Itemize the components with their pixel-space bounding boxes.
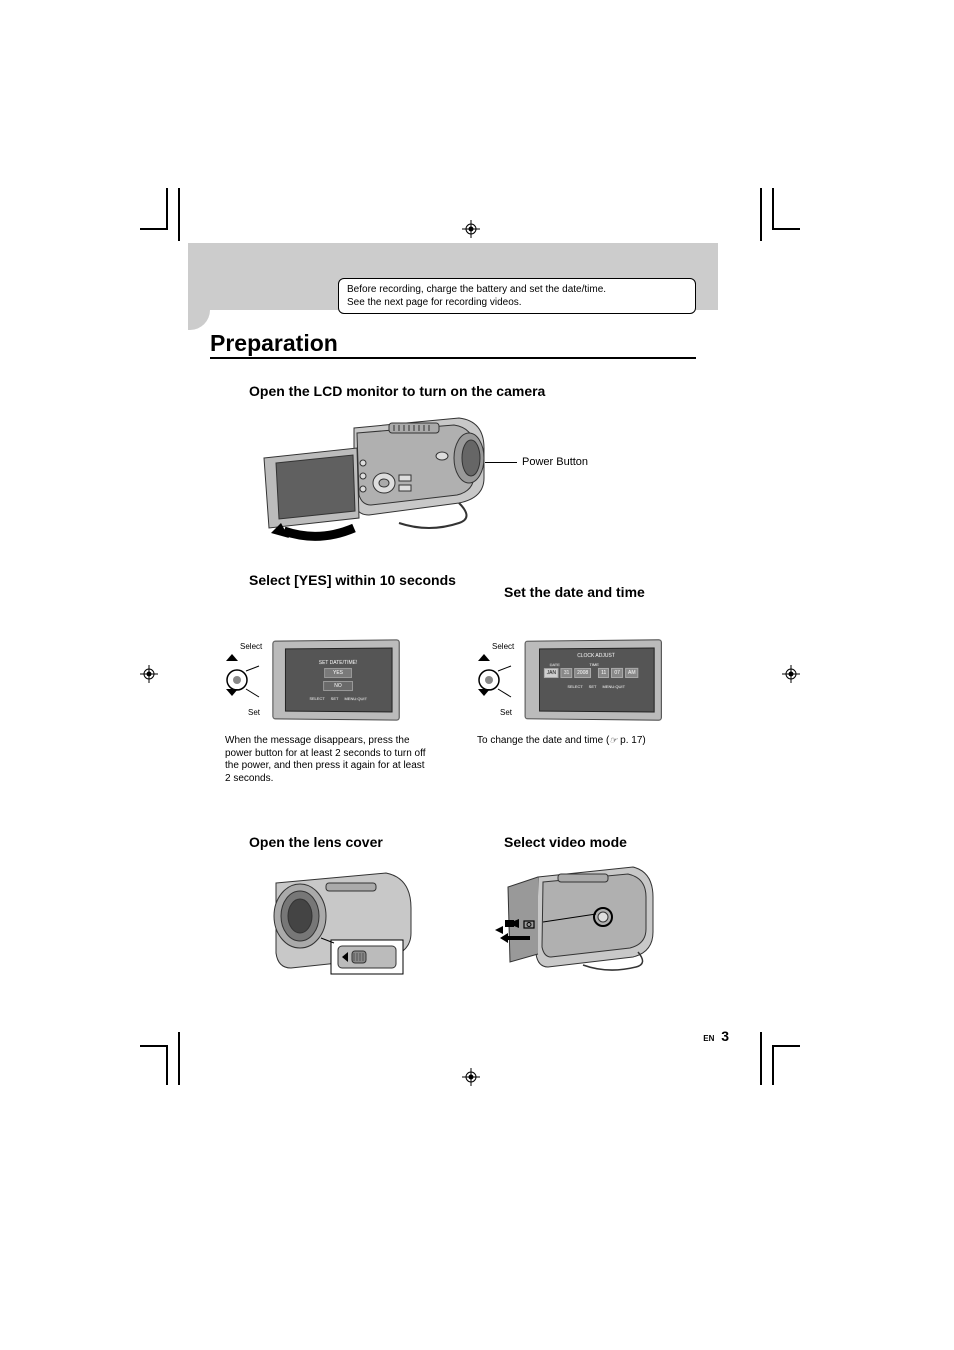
up-arrow-icon <box>478 654 490 661</box>
caption-suffix: p. 17) <box>617 735 645 746</box>
clock-cell-month: JAN <box>544 668 559 678</box>
up-arrow-icon <box>226 654 238 661</box>
clock-cell-year: 2008 <box>574 668 591 678</box>
camcorder-video-mode-illustration <box>488 862 658 972</box>
control-stick-icon <box>225 653 263 708</box>
notice-line-1: Before recording, charge the battery and… <box>347 283 687 296</box>
lcd-clock-title: CLOCK ADJUST <box>544 653 650 660</box>
heading-open-lens: Open the lens cover <box>249 834 469 851</box>
crop-mark <box>772 1045 774 1085</box>
title-underline <box>210 357 696 359</box>
lcd-screen: CLOCK ADJUST DATE TIME JAN 31 2008 11 07… <box>539 647 655 712</box>
caption-prefix: To change the date and time ( <box>477 735 609 746</box>
heading-open-lcd: Open the LCD monitor to turn on the came… <box>249 383 545 399</box>
notice-box: Before recording, charge the battery and… <box>338 278 696 314</box>
lcd-time-label: TIME <box>589 662 599 667</box>
crop-mark <box>760 1032 762 1085</box>
lcd-no-option: NO <box>323 680 352 690</box>
lcd-date-label: DATE <box>550 662 560 667</box>
sub-heading-label: Select video mode <box>504 834 724 851</box>
label-select: Select <box>240 642 262 651</box>
registration-mark-icon <box>462 1068 480 1086</box>
lcd-title-text: SET DATE/TIME! <box>319 659 358 665</box>
sub-heading-label: Set the date and time <box>504 584 724 601</box>
page-title: Preparation <box>210 330 338 357</box>
header-corner <box>188 310 210 330</box>
lcd-bezel: CLOCK ADJUST DATE TIME JAN 31 2008 11 07… <box>525 639 662 720</box>
registration-mark-icon <box>782 665 800 683</box>
heading-set-date: Set the date and time <box>504 584 724 601</box>
page-footer: EN 3 <box>703 1028 729 1044</box>
registration-mark-icon <box>140 665 158 683</box>
control-stick-icon <box>477 653 515 708</box>
lcd-footer-quit: MENU:QUIT <box>602 684 625 689</box>
lcd-bezel: SET DATE/TIME! YES NO SELECT SET MENU:QU… <box>272 639 399 720</box>
camcorder-lens-cover-illustration <box>256 868 426 978</box>
crop-mark <box>772 188 774 228</box>
label-select: Select <box>492 642 514 651</box>
crop-mark <box>178 188 180 241</box>
camcorder-open-illustration <box>259 403 491 548</box>
sub-heading-label: Select [YES] within 10 seconds <box>249 572 469 589</box>
footer-lang: EN <box>703 1034 714 1043</box>
caption-set-date: To change the date and time (☞ p. 17) <box>477 735 687 746</box>
crop-mark <box>166 1045 168 1085</box>
sub-heading-label: Open the lens cover <box>249 834 469 851</box>
clock-cell-hour: 11 <box>598 668 609 678</box>
heading-select-yes: Select [YES] within 10 seconds <box>249 572 469 589</box>
down-arrow-icon <box>226 689 238 696</box>
lcd-illustration-select-yes: Select Set SET DATE/TIME! YES NO SELECT … <box>225 640 403 725</box>
crop-mark <box>178 1032 180 1085</box>
crop-mark <box>760 188 762 241</box>
notice-line-2: See the next page for recording videos. <box>347 296 687 309</box>
lcd-yes-option: YES <box>324 667 352 677</box>
registration-mark-icon <box>462 220 480 238</box>
footer-page-number: 3 <box>721 1028 729 1044</box>
crop-mark <box>772 1045 800 1047</box>
lcd-illustration-clock: Select Set CLOCK ADJUST DATE TIME JAN 31… <box>477 640 655 725</box>
lcd-footer-set: SET <box>331 695 339 700</box>
crop-mark <box>772 228 800 230</box>
down-arrow-icon <box>478 689 490 696</box>
crop-mark <box>140 228 168 230</box>
clock-cell-ampm: AM <box>625 668 639 678</box>
caption-select-yes: When the message disappears, press the p… <box>225 735 430 785</box>
clock-cell-day: 31 <box>561 668 572 678</box>
lcd-footer-set: SET <box>589 684 597 689</box>
label-set: Set <box>248 708 260 717</box>
heading-video-mode: Select video mode <box>504 834 724 851</box>
lcd-footer-select: SELECT <box>309 695 324 700</box>
lcd-footer-select: SELECT <box>567 684 582 689</box>
clock-cell-min: 07 <box>611 668 623 678</box>
lcd-screen: SET DATE/TIME! YES NO SELECT SET MENU:QU… <box>285 648 393 713</box>
callout-line <box>485 462 517 463</box>
crop-mark <box>140 1045 168 1047</box>
crop-mark <box>166 188 168 228</box>
label-set: Set <box>500 708 512 717</box>
callout-power-button: Power Button <box>522 456 588 468</box>
lcd-footer-quit: MENU:QUIT <box>344 696 367 701</box>
